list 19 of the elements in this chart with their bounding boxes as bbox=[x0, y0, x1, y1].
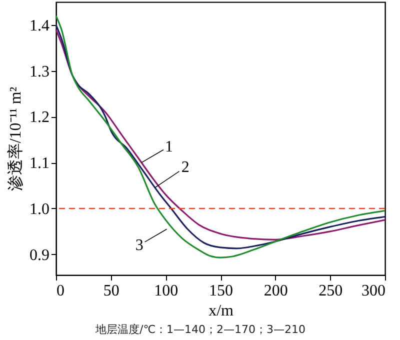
x-tick-label: 0 bbox=[56, 282, 64, 300]
x-tick-label: 50 bbox=[103, 282, 120, 300]
y-axis-title: 渗透率/10⁻¹¹ m² bbox=[6, 86, 24, 192]
x-tick-label: 100 bbox=[154, 282, 178, 300]
y-tick-label: 1.2 bbox=[30, 109, 50, 126]
x-tick-label: 300 bbox=[362, 282, 386, 300]
y-tick-label: 1.4 bbox=[30, 17, 50, 34]
y-tick-label: 0.9 bbox=[30, 246, 50, 264]
annotation: 3 bbox=[135, 237, 144, 254]
text: 地层温度/℃：1—140；2—170；3—210 bbox=[94, 323, 306, 336]
annotation: 2 bbox=[181, 159, 190, 176]
annotation: 1 bbox=[164, 138, 173, 156]
x-tick-label: 250 bbox=[318, 282, 343, 300]
y-tick-label: 1.0 bbox=[30, 200, 50, 218]
y-tick-label: 1.1 bbox=[30, 155, 50, 172]
x-tick-label: 150 bbox=[209, 282, 233, 300]
x-tick-label: 200 bbox=[264, 282, 288, 300]
x-axis-title: x/m bbox=[208, 302, 234, 320]
y-tick-label: 1.3 bbox=[30, 63, 50, 80]
